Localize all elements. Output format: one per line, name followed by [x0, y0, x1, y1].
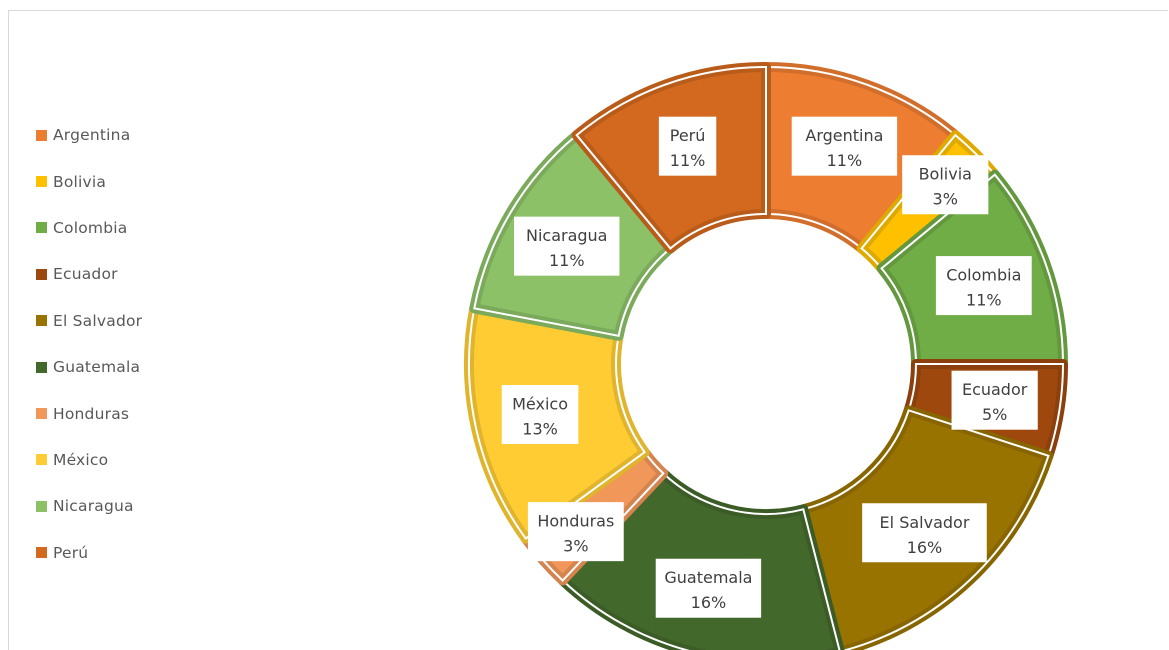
data-label-category: México	[512, 395, 568, 414]
data-label-value: 11%	[670, 151, 706, 170]
data-label-category: Nicaragua	[526, 226, 608, 245]
data-label-category: Perú	[670, 126, 706, 145]
legend-swatch	[36, 222, 47, 234]
data-label-category: Bolivia	[919, 165, 972, 184]
data-label-guatemala: Guatemala 16%	[655, 558, 762, 618]
chart-frame	[8, 10, 1168, 650]
legend-label: Colombia	[53, 218, 128, 237]
legend: Argentina Bolivia Colombia Ecuador El Salvad…	[36, 112, 142, 576]
data-label-colombia: Colombia 11%	[935, 256, 1032, 316]
data-label-value: 5%	[982, 405, 1007, 424]
data-label-category: Argentina	[805, 126, 883, 145]
legend-label: Argentina	[53, 126, 131, 145]
data-label-value: 11%	[827, 151, 863, 170]
legend-label: Perú	[53, 543, 89, 562]
data-label-value: 16%	[907, 538, 943, 557]
data-label-value: 3%	[933, 190, 958, 209]
legend-swatch	[36, 361, 47, 373]
legend-label: Nicaragua	[53, 497, 134, 516]
legend-swatch	[36, 176, 47, 188]
legend-swatch	[36, 454, 47, 466]
data-label-box	[902, 155, 989, 215]
data-label-value: 11%	[549, 251, 585, 270]
data-label-honduras: Honduras 3%	[527, 502, 624, 562]
data-label-box	[514, 216, 620, 276]
data-label-ecuador: Ecuador 5%	[951, 370, 1038, 430]
data-label-value: 11%	[966, 291, 1002, 310]
data-label-category: Guatemala	[664, 568, 752, 587]
data-label-value: 3%	[563, 537, 588, 556]
data-label-argentina: Argentina 11%	[791, 116, 898, 176]
legend-label: Honduras	[53, 404, 130, 423]
data-label-box	[501, 385, 579, 445]
legend-label: México	[53, 450, 109, 469]
legend-item-colombia: Colombia	[36, 205, 142, 251]
legend-label: Bolivia	[53, 172, 107, 191]
legend-label: Ecuador	[53, 265, 118, 284]
data-label-box	[655, 558, 762, 618]
data-label-box	[862, 503, 987, 563]
legend-item-el-salvador: El Salvador	[36, 298, 142, 344]
legend-swatch	[36, 315, 47, 327]
legend-item-honduras: Honduras	[36, 390, 142, 436]
legend-item-ecuador: Ecuador	[36, 251, 142, 297]
legend-swatch	[36, 547, 47, 559]
legend-item-bolivia: Bolivia	[36, 158, 142, 204]
legend-item-guatemala: Guatemala	[36, 344, 142, 390]
legend-item-mexico: México	[36, 437, 142, 483]
legend-swatch	[36, 129, 47, 141]
data-label-box	[935, 256, 1032, 316]
data-label-box	[951, 370, 1038, 430]
data-label-value: 13%	[522, 420, 558, 439]
legend-item-argentina: Argentina	[36, 112, 142, 158]
data-label-box	[791, 116, 898, 176]
data-label-category: Colombia	[946, 266, 1021, 285]
legend-swatch	[36, 408, 47, 420]
data-label-box	[527, 502, 624, 562]
legend-label: El Salvador	[53, 311, 143, 330]
data-label-bolivia: Bolivia 3%	[902, 155, 989, 215]
data-label-box	[658, 116, 717, 176]
legend-label: Guatemala	[53, 358, 141, 377]
data-label-category: El Salvador	[880, 513, 970, 532]
slice-border-guatemala	[561, 471, 841, 650]
data-label-mexico: México 13%	[501, 385, 579, 445]
legend-item-nicaragua: Nicaragua	[36, 483, 142, 529]
legend-swatch	[36, 500, 47, 512]
legend-item-peru: Perú	[36, 530, 142, 576]
data-label-category: Honduras	[537, 512, 614, 531]
data-label-category: Ecuador	[962, 380, 1028, 399]
data-label-peru: Perú 11%	[658, 116, 717, 176]
data-label-value: 16%	[691, 593, 727, 612]
data-label-el-salvador: El Salvador 16%	[862, 503, 987, 563]
slice-border-el-salvador	[802, 409, 1050, 650]
data-label-nicaragua: Nicaragua 11%	[514, 216, 620, 276]
legend-swatch	[36, 268, 47, 280]
slice-border-peru	[575, 65, 767, 250]
